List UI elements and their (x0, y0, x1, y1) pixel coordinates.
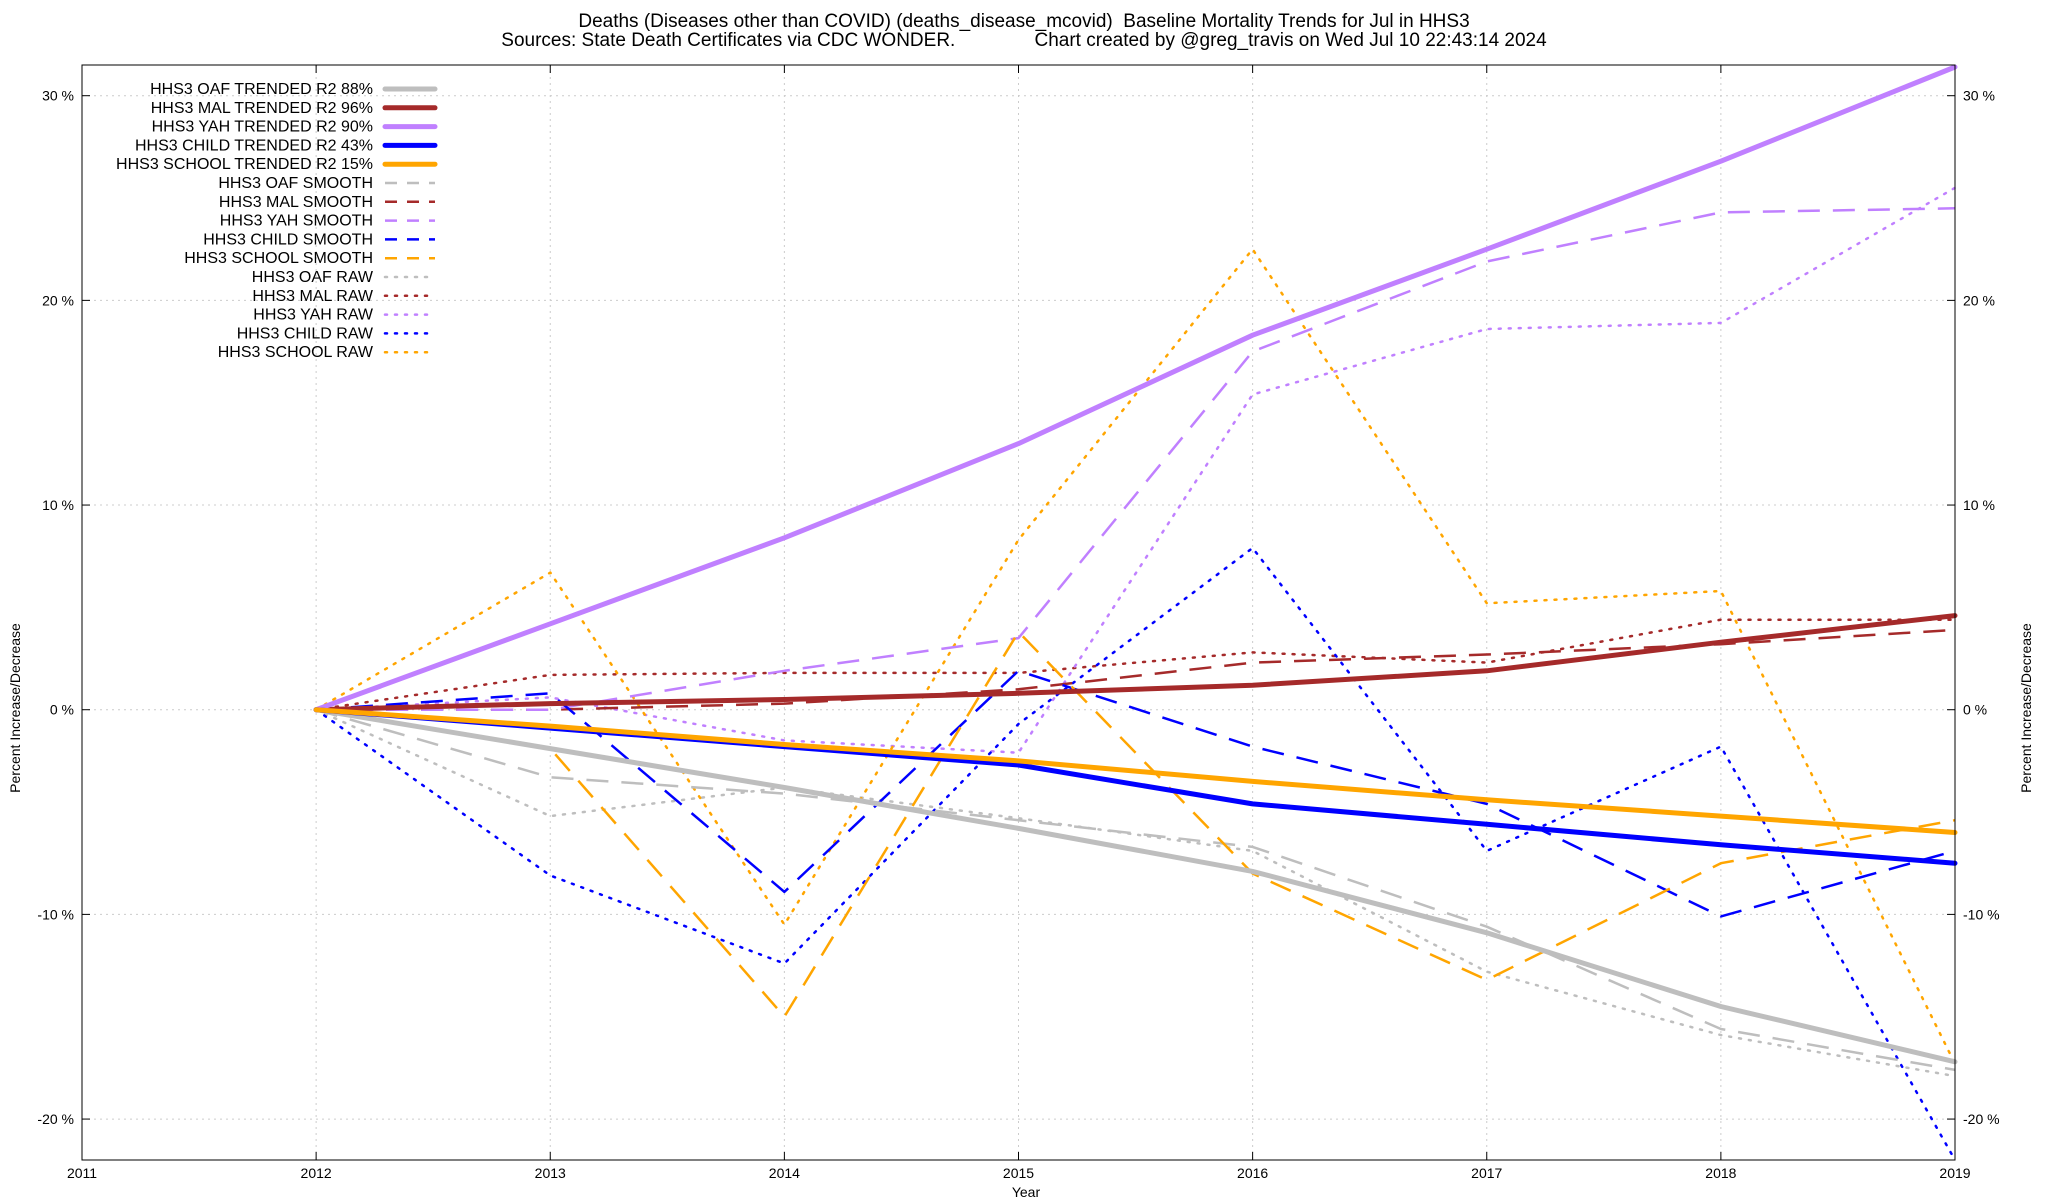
legend-label: HHS3 SCHOOL SMOOTH (184, 250, 373, 267)
series-line-hhs3-child-smooth (316, 669, 1956, 918)
legend-label: HHS3 OAF TRENDED R2 88% (150, 81, 373, 98)
y-tick-label-left: -20 % (37, 1111, 74, 1127)
legend-label: HHS3 MAL RAW (252, 288, 374, 305)
y-tick-label-right: 0 % (1963, 702, 1987, 718)
series-line-hhs3-yah-smooth (316, 207, 1956, 711)
y-tick-label-right: 20 % (1963, 292, 1995, 308)
series-line-hhs3-school-raw (314, 247, 1957, 1066)
series-line-hhs3-child-raw (314, 546, 1957, 1162)
y-tick-label-right: 30 % (1963, 88, 1995, 104)
series-line-hhs3-oaf-smooth (315, 708, 1956, 1072)
series-line-hhs3-school-smooth (315, 630, 1956, 1018)
y-tick-label-left: 0 % (50, 702, 74, 718)
legend-label: HHS3 CHILD SMOOTH (203, 231, 373, 248)
y-tick-label-left: 20 % (42, 292, 74, 308)
legend-label: HHS3 CHILD TRENDED R2 43% (135, 137, 373, 154)
legend-label: HHS3 SCHOOL RAW (218, 344, 374, 361)
chart-title: Deaths (Diseases other than COVID) (deat… (578, 11, 1470, 32)
legend-label: HHS3 MAL TRENDED R2 96% (151, 100, 373, 117)
y-tick-label-right: -20 % (1963, 1111, 2000, 1127)
y-tick-label-left: -10 % (37, 906, 74, 922)
x-tick-label: 2013 (535, 1165, 566, 1181)
x-axis-label: Year (1012, 1184, 1041, 1200)
y-tick-label-left: 10 % (42, 497, 74, 513)
legend-label: HHS3 OAF RAW (252, 269, 374, 286)
x-tick-label: 2011 (67, 1165, 97, 1181)
series-line-hhs3-oaf-raw (314, 708, 1957, 1078)
y-tick-label-left: 30 % (42, 88, 74, 104)
legend: HHS3 OAF TRENDED R2 88% HHS3 MAL TRENDED … (116, 81, 438, 361)
series-line-hhs3-yah-trended-r2-90 (313, 64, 1958, 713)
y-tick-label-right: 10 % (1963, 497, 1995, 513)
y2-axis-label: Percent Increase/Decrease (2018, 623, 2034, 793)
chart-subtitle: Sources: State Death Certificates via CD… (501, 30, 1547, 51)
x-tick-label: 2017 (1471, 1165, 1502, 1181)
series-line-hhs3-oaf-trended-r2-88 (313, 707, 1958, 1065)
legend-label: HHS3 YAH SMOOTH (220, 213, 373, 230)
x-tick-label: 2014 (769, 1165, 800, 1181)
x-tick-label: 2018 (1705, 1165, 1736, 1181)
series-line-hhs3-yah-raw (314, 186, 1957, 754)
legend-label: HHS3 YAH TRENDED R2 90% (152, 119, 373, 136)
x-tick-label: 2019 (1939, 1165, 1970, 1181)
x-tick-label: 2015 (1003, 1165, 1034, 1181)
series-line-hhs3-mal-raw (314, 618, 1957, 711)
x-tick-label: 2016 (1237, 1165, 1268, 1181)
legend-label: HHS3 OAF SMOOTH (218, 175, 373, 192)
legend-label: HHS3 YAH RAW (253, 307, 374, 324)
legend-label: HHS3 MAL SMOOTH (219, 194, 373, 211)
legend-label: HHS3 CHILD RAW (237, 325, 374, 342)
y-tick-label-right: -10 % (1963, 906, 2000, 922)
series-line-hhs3-mal-trended-r2-96 (313, 613, 1958, 713)
x-tick-label: 2012 (301, 1165, 332, 1181)
y-axis-label: Percent Increase/Decrease (7, 623, 23, 793)
series-line-hhs3-school-trended-r2-15 (313, 707, 1958, 835)
axis-ticks: 2011 2012 2013 2014 2015 2016 2017 2018 2019 30 %… (37, 65, 2000, 1181)
series-line-hhs3-child-trended-r2-43 (313, 707, 1958, 866)
legend-label: HHS3 SCHOOL TRENDED R2 15% (116, 156, 373, 173)
series-lines (313, 64, 1958, 1162)
